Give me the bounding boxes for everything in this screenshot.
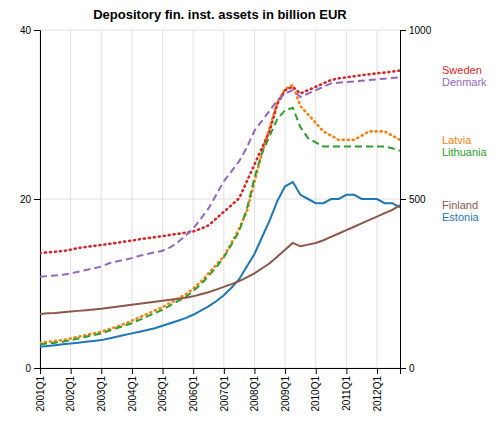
tick: 2003Q1 bbox=[96, 368, 107, 412]
tick-mark bbox=[377, 368, 378, 374]
tick: 2006Q1 bbox=[188, 368, 199, 412]
tick-label: 2007Q1 bbox=[219, 376, 230, 412]
grid bbox=[40, 30, 400, 368]
tick: 2012Q1 bbox=[372, 368, 383, 412]
tick-mark bbox=[193, 368, 194, 374]
tick: 2010Q1 bbox=[310, 368, 321, 412]
series-line bbox=[40, 77, 400, 276]
tick-mark bbox=[34, 368, 40, 369]
tick: 1000 bbox=[400, 25, 432, 36]
y2-axis: 0 500 1000 bbox=[400, 25, 432, 374]
tick: 0 bbox=[400, 363, 415, 374]
tick-mark bbox=[285, 368, 286, 374]
tick-label: 2001Q1 bbox=[35, 376, 46, 412]
tick-mark bbox=[34, 30, 40, 31]
tick-label: 0 bbox=[25, 363, 31, 374]
series-line bbox=[40, 182, 400, 347]
axis-line bbox=[401, 31, 407, 369]
tick: 0 bbox=[25, 363, 40, 374]
tick: 2005Q1 bbox=[157, 368, 168, 412]
tick-label: 2011Q1 bbox=[341, 376, 352, 411]
tick-label: 2005Q1 bbox=[157, 376, 168, 412]
tick-mark bbox=[34, 199, 40, 200]
series-label: Estonia bbox=[442, 211, 480, 223]
plot: 2001Q1 2002Q1 2003Q1 2004Q1 2005Q1 2006Q1 2007… bbox=[20, 25, 488, 412]
tick-label: 20 bbox=[20, 194, 32, 205]
series-label: Lithuania bbox=[442, 146, 488, 158]
series-line bbox=[40, 85, 400, 343]
chart: 2001Q1 2002Q1 2003Q1 2004Q1 2005Q1 2006Q1 2007… bbox=[0, 0, 500, 430]
tick-label: 0 bbox=[409, 363, 415, 374]
tick: 2002Q1 bbox=[65, 368, 76, 412]
tick-label: 2010Q1 bbox=[310, 376, 321, 412]
tick-mark bbox=[101, 368, 102, 374]
y-axis: 0 20 40 bbox=[20, 25, 41, 374]
tick: 2009Q1 bbox=[280, 368, 291, 412]
tick-mark bbox=[71, 368, 72, 374]
tick: 2004Q1 bbox=[127, 368, 138, 412]
tick: 20 bbox=[20, 194, 40, 205]
tick: 2008Q1 bbox=[249, 368, 260, 412]
tick-mark bbox=[400, 199, 406, 200]
lines bbox=[40, 71, 400, 347]
tick-label: 2012Q1 bbox=[372, 376, 383, 412]
tick-label: 2006Q1 bbox=[188, 376, 199, 412]
series-label: Finland bbox=[442, 199, 478, 211]
tick-mark bbox=[346, 368, 347, 374]
tick-label: 2008Q1 bbox=[249, 376, 260, 412]
grid-line-y bbox=[40, 199, 400, 200]
tick-mark bbox=[163, 368, 164, 374]
series-label: Latvia bbox=[442, 134, 472, 146]
grid-line-y bbox=[40, 30, 400, 31]
tick: 2011Q1 bbox=[341, 368, 352, 411]
tick: 2001Q1 bbox=[35, 368, 46, 412]
tick-label: 1000 bbox=[409, 25, 432, 36]
series-label: Sweden bbox=[442, 64, 482, 76]
tick-label: 2004Q1 bbox=[127, 376, 138, 412]
series-labels: SwedenDenmark LatviaLithuania FinlandEston… bbox=[442, 64, 488, 223]
series-line bbox=[40, 108, 400, 345]
tick-label: 500 bbox=[409, 194, 426, 205]
title: Depository fin. inst. assets in billion … bbox=[93, 7, 347, 22]
series-line bbox=[40, 205, 400, 314]
tick-label: 40 bbox=[20, 25, 32, 36]
tick-mark bbox=[224, 368, 225, 374]
tick-mark bbox=[400, 30, 406, 31]
axis-line bbox=[34, 31, 41, 369]
tick: 2007Q1 bbox=[219, 368, 230, 412]
tick-mark bbox=[400, 368, 406, 369]
tick-mark bbox=[254, 368, 255, 374]
tick: 500 bbox=[400, 194, 426, 205]
x-axis: 2001Q1 2002Q1 2003Q1 2004Q1 2005Q1 2006Q1 2007… bbox=[35, 368, 401, 412]
series-label: Denmark bbox=[442, 76, 487, 88]
tick-label: 2009Q1 bbox=[280, 376, 291, 412]
axis-line bbox=[41, 369, 401, 375]
series-line bbox=[40, 71, 400, 254]
tick-label: 2002Q1 bbox=[65, 376, 76, 412]
tick-mark bbox=[132, 368, 133, 374]
tick: 40 bbox=[20, 25, 40, 36]
tick-mark bbox=[316, 368, 317, 374]
tick-label: 2003Q1 bbox=[96, 376, 107, 412]
